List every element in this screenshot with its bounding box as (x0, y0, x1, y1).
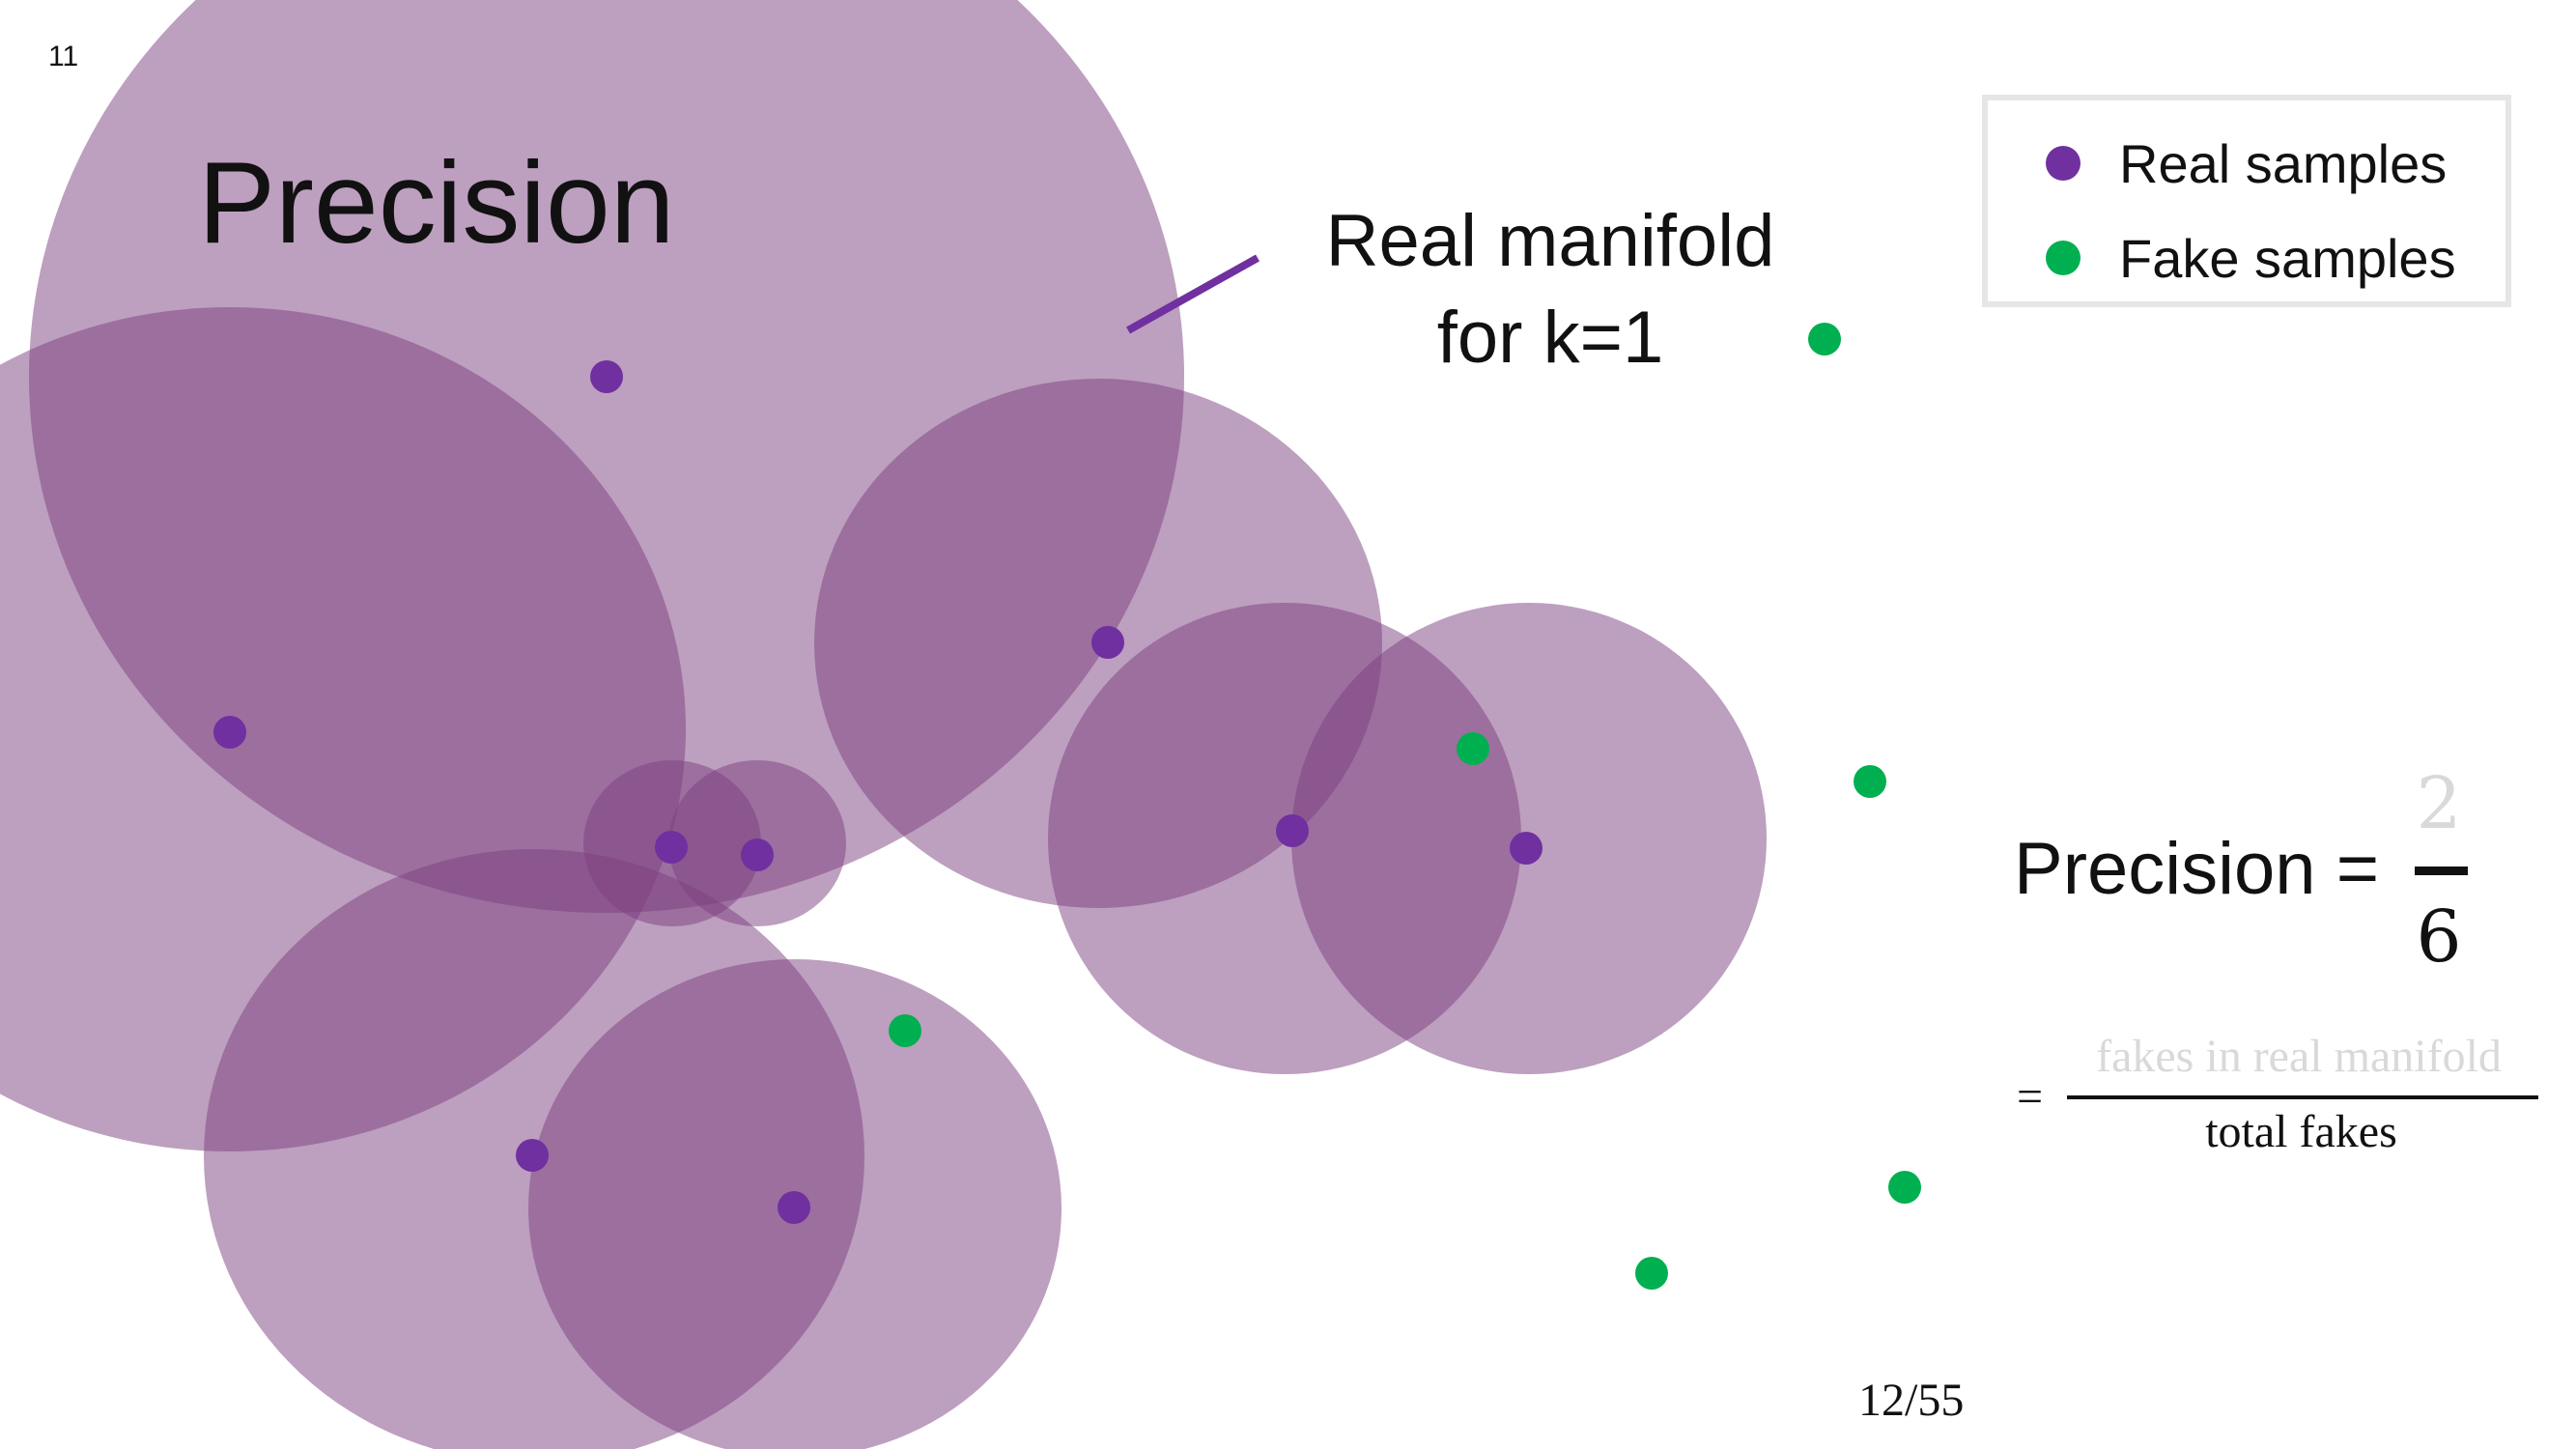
real-sample-point (1276, 814, 1309, 847)
real-sample-point (590, 360, 623, 393)
fake-sample-point (1854, 765, 1886, 798)
fake-swatch-icon (2046, 241, 2081, 275)
real-sample-point (1510, 832, 1543, 865)
precision-equation-lhs: Precision = (2014, 828, 2380, 910)
slide-title: Precision (198, 138, 675, 268)
real-sample-point (655, 831, 688, 864)
definition-fraction-bar (2067, 1095, 2538, 1099)
callout-line (1126, 254, 1260, 334)
real-sample-point (741, 838, 774, 871)
legend-item-real: Real samples (2046, 129, 2447, 197)
sample-points (213, 323, 1921, 1290)
slide-number: 11 (48, 41, 79, 72)
page-indicator: 12/55 (1858, 1375, 1965, 1426)
manifold-label: Real manifold for k=1 (1285, 193, 1816, 387)
real-swatch-icon (2046, 146, 2081, 181)
precision-denominator: 6 (2416, 895, 2462, 979)
fake-sample-point (1888, 1171, 1921, 1204)
precision-fraction-bar (2415, 867, 2468, 875)
definition-equals: = (2017, 1071, 2044, 1122)
fake-sample-point (1635, 1257, 1668, 1290)
fake-sample-point (889, 1014, 921, 1047)
fake-sample-point (1808, 323, 1841, 355)
fake-sample-point (1457, 732, 1489, 765)
legend-label-real: Real samples (2119, 132, 2448, 194)
real-sample-point (213, 716, 246, 749)
legend-item-fake: Fake samples (2046, 224, 2456, 292)
manifold-label-line2: for k=1 (1436, 297, 1664, 380)
real-sample-point (516, 1139, 549, 1172)
precision-numerator: 2 (2416, 762, 2462, 845)
definition-denominator: total fakes (2205, 1106, 2397, 1157)
manifold-label-line1: Real manifold (1325, 200, 1775, 282)
legend-label-fake: Fake samples (2119, 227, 2456, 289)
real-sample-point (1091, 626, 1124, 659)
legend: Real samples Fake samples (1982, 95, 2511, 307)
definition-numerator: fakes in real manifold (2096, 1031, 2502, 1082)
real-sample-point (778, 1191, 810, 1224)
